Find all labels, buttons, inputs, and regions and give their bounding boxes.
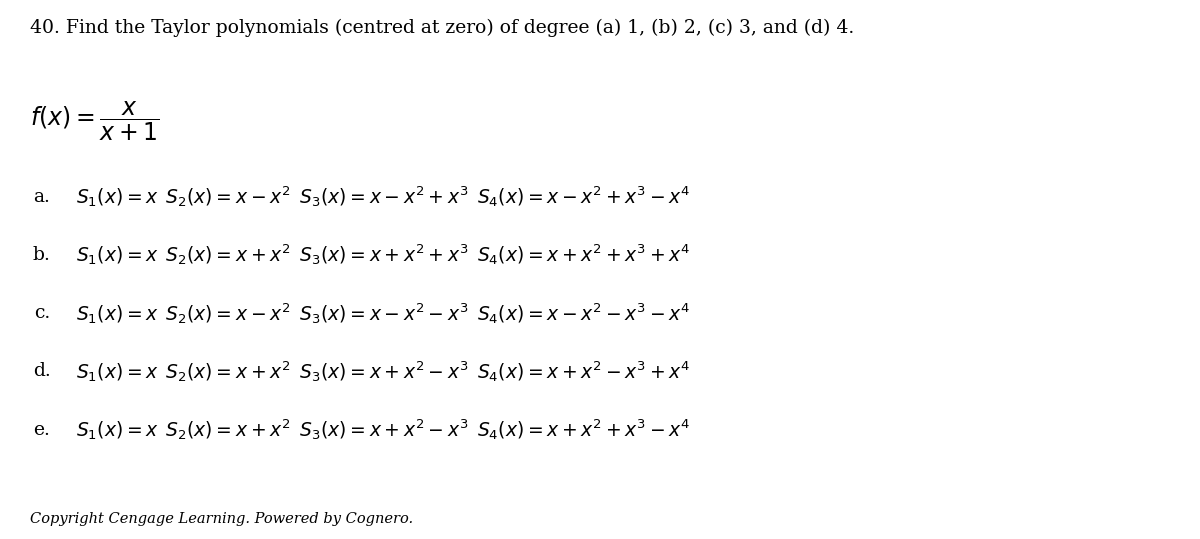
Text: e.: e. [34, 420, 50, 439]
Text: d.: d. [32, 362, 50, 381]
Text: $S_1(x)=x\enspace S_2(x)=x-x^2\enspace S_3(x)=x-x^2-x^3\enspace S_4(x)=x-x^2-x^3: $S_1(x)=x\enspace S_2(x)=x-x^2\enspace S… [76, 301, 690, 326]
Text: b.: b. [32, 246, 50, 264]
Text: 40. Find the Taylor polynomials (centred at zero) of degree (a) 1, (b) 2, (c) 3,: 40. Find the Taylor polynomials (centred… [30, 19, 854, 37]
Text: $S_1(x)=x\enspace S_2(x)=x+x^2\enspace S_3(x)=x+x^2+x^3\enspace S_4(x)=x+x^2+x^3: $S_1(x)=x\enspace S_2(x)=x+x^2\enspace S… [76, 243, 690, 267]
Text: a.: a. [34, 188, 50, 206]
Text: $S_1(x)=x\enspace S_2(x)=x-x^2\enspace S_3(x)=x-x^2+x^3\enspace S_4(x)=x-x^2+x^3: $S_1(x)=x\enspace S_2(x)=x-x^2\enspace S… [76, 184, 690, 209]
Text: Copyright Cengage Learning. Powered by Cognero.: Copyright Cengage Learning. Powered by C… [30, 512, 413, 526]
Text: $S_1(x)=x\enspace S_2(x)=x+x^2\enspace S_3(x)=x+x^2-x^3\enspace S_4(x)=x+x^2-x^3: $S_1(x)=x\enspace S_2(x)=x+x^2\enspace S… [76, 359, 690, 384]
Text: c.: c. [34, 304, 50, 322]
Text: $S_1(x)=x\enspace S_2(x)=x+x^2\enspace S_3(x)=x+x^2-x^3\enspace S_4(x)=x+x^2+x^3: $S_1(x)=x\enspace S_2(x)=x+x^2\enspace S… [76, 417, 690, 442]
Text: $f(x)=\dfrac{x}{x+1}$: $f(x)=\dfrac{x}{x+1}$ [30, 100, 160, 143]
